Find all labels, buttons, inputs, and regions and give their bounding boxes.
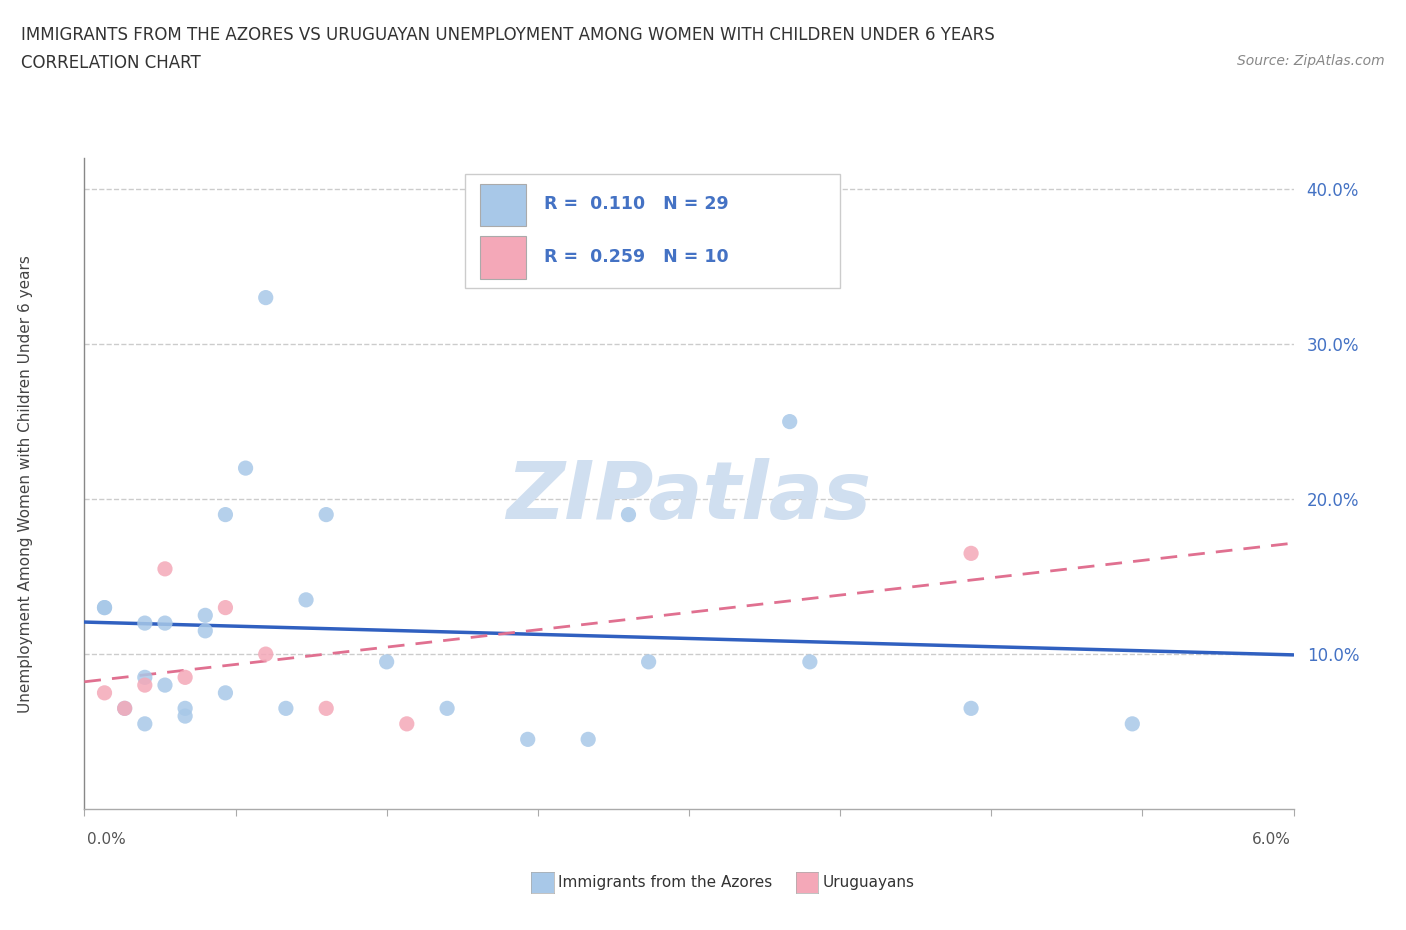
Text: ZIPatlas: ZIPatlas (506, 458, 872, 536)
Point (576, 732, 599, 747)
Point (134, 678, 156, 693)
Text: 6.0%: 6.0% (1251, 832, 1291, 847)
Point (214, 507, 236, 522)
Text: R =  0.259   N = 10: R = 0.259 N = 10 (544, 248, 728, 266)
Point (395, 716, 418, 731)
Point (960, 546, 983, 561)
FancyBboxPatch shape (465, 175, 841, 288)
Point (254, 646, 277, 661)
Point (235, 460, 257, 475)
Point (134, 670, 156, 684)
Point (174, 670, 197, 684)
Point (93, 685, 115, 700)
Point (214, 600, 236, 615)
Point (315, 507, 337, 522)
Point (214, 685, 236, 700)
Point (375, 655, 398, 670)
Point (114, 701, 136, 716)
Point (174, 709, 197, 724)
Text: IMMIGRANTS FROM THE AZORES VS URUGUAYAN UNEMPLOYMENT AMONG WOMEN WITH CHILDREN U: IMMIGRANTS FROM THE AZORES VS URUGUAYAN … (21, 26, 995, 44)
Point (960, 701, 983, 716)
Point (617, 507, 640, 522)
Point (93, 600, 115, 615)
Point (194, 608, 217, 623)
Point (114, 701, 136, 716)
FancyBboxPatch shape (479, 184, 526, 227)
Point (637, 655, 659, 670)
Text: Unemployment Among Women with Children Under 6 years: Unemployment Among Women with Children U… (18, 255, 32, 712)
Text: R =  0.110   N = 29: R = 0.110 N = 29 (544, 194, 728, 213)
Text: CORRELATION CHART: CORRELATION CHART (21, 54, 201, 72)
Point (295, 592, 318, 607)
Point (436, 701, 458, 716)
Text: Uruguayans: Uruguayans (823, 875, 914, 890)
Text: Source: ZipAtlas.com: Source: ZipAtlas.com (1237, 54, 1385, 68)
Point (153, 678, 176, 693)
Point (799, 655, 821, 670)
Text: 0.0%: 0.0% (87, 832, 127, 847)
Point (194, 623, 217, 638)
Point (93, 600, 115, 615)
Point (274, 701, 297, 716)
Point (174, 701, 197, 716)
Point (254, 290, 277, 305)
Point (1121, 716, 1143, 731)
Point (134, 716, 156, 731)
Text: Immigrants from the Azores: Immigrants from the Azores (558, 875, 772, 890)
Point (315, 701, 337, 716)
Point (134, 616, 156, 631)
Point (516, 732, 538, 747)
FancyBboxPatch shape (479, 236, 526, 279)
Point (153, 616, 176, 631)
Point (779, 414, 801, 429)
Point (153, 562, 176, 577)
